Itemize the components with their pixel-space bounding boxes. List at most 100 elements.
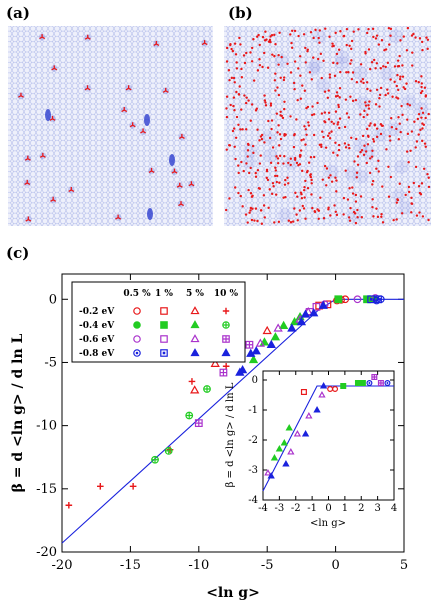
defect-site	[354, 200, 358, 203]
defect-site	[333, 204, 336, 207]
data-point	[300, 389, 307, 396]
defect-site	[371, 149, 374, 152]
defect-site	[225, 115, 229, 119]
legend-marker	[160, 335, 168, 343]
defect-site	[258, 58, 261, 61]
defect-site	[265, 168, 269, 171]
defect-site	[377, 159, 380, 163]
defect-site	[243, 94, 246, 97]
data-point	[280, 439, 288, 446]
defect-site	[302, 188, 306, 192]
defect-site	[336, 62, 339, 65]
defect-halo	[274, 53, 289, 68]
defect-site	[334, 110, 338, 113]
defect-site	[322, 135, 325, 139]
defect-site	[264, 30, 267, 33]
defect-site	[405, 150, 409, 153]
x-tick-label: 5	[400, 558, 408, 573]
defect-site	[362, 115, 365, 119]
defect-site	[309, 156, 313, 159]
marker-shape	[313, 406, 321, 413]
defect-site	[225, 148, 228, 151]
defect-site	[427, 112, 430, 116]
inset-x-axis-label: <ln g>	[310, 518, 346, 529]
defect-site	[297, 34, 300, 38]
marker-shape	[340, 383, 347, 390]
defect-site	[324, 146, 328, 149]
defect-site	[427, 218, 430, 222]
defect-halo	[355, 95, 370, 110]
marker-shape	[366, 380, 373, 387]
defect-site	[366, 113, 369, 116]
marker-shape	[318, 300, 328, 309]
defect-site	[414, 36, 417, 39]
defect-site	[235, 90, 238, 94]
defect-site	[310, 113, 314, 117]
defect-site	[306, 105, 310, 109]
defect-site	[328, 76, 332, 79]
defect-site	[366, 31, 369, 35]
defect-site	[367, 107, 371, 110]
defect-site	[234, 53, 238, 56]
x-tick-label: -4	[258, 503, 268, 514]
defect-site	[237, 164, 240, 167]
defect-site	[378, 93, 382, 97]
defect-site	[140, 128, 146, 134]
defect-site	[384, 65, 387, 69]
defect-site	[334, 210, 337, 214]
defect-site	[348, 146, 351, 150]
defect-site	[360, 149, 364, 152]
defect-site	[24, 155, 31, 161]
marker-shape	[264, 469, 272, 476]
data-point	[374, 295, 382, 304]
defect-site	[389, 175, 393, 179]
data-point	[359, 380, 366, 387]
defect-site	[274, 72, 277, 75]
defect-site	[84, 85, 91, 91]
defect-site	[382, 65, 385, 68]
defect-site	[309, 173, 312, 176]
defect-site	[295, 213, 298, 216]
defect-site	[320, 145, 323, 149]
defect-site	[332, 151, 335, 154]
defect-site	[366, 87, 369, 91]
defect-site	[375, 34, 379, 37]
defect-site	[162, 87, 169, 93]
defect-site	[420, 107, 423, 110]
defect-site	[344, 169, 347, 172]
defect-site	[361, 134, 365, 138]
defect-site	[329, 214, 332, 217]
defect-site	[281, 116, 285, 120]
defect-site	[338, 117, 342, 120]
marker-dot	[386, 382, 389, 384]
defect-site	[398, 54, 401, 58]
defect-site	[343, 142, 347, 145]
defect-site	[395, 84, 399, 88]
defect-site	[303, 196, 306, 199]
defect-site	[293, 87, 296, 91]
defect-site	[245, 128, 248, 131]
defect-site	[242, 169, 245, 173]
data-point	[300, 309, 311, 318]
defect-site	[327, 176, 331, 179]
defect-site	[279, 76, 282, 79]
marker-shape	[248, 354, 259, 364]
defect-site	[278, 154, 282, 158]
defect-site	[299, 74, 302, 77]
defect-site	[269, 161, 273, 165]
defect-site	[261, 35, 265, 39]
defect-site	[420, 85, 423, 89]
defect-site	[344, 146, 348, 149]
defect-site	[296, 219, 299, 222]
defect-site	[25, 216, 32, 222]
defect-site	[320, 112, 324, 115]
defect-site	[426, 47, 429, 51]
defect-site	[287, 161, 290, 165]
defect-site	[422, 123, 426, 126]
defect-site	[246, 149, 250, 152]
defect-site	[233, 109, 236, 112]
defect-site	[412, 181, 416, 185]
marker-shape	[160, 307, 168, 315]
resonance-cluster	[147, 208, 153, 220]
defect-site	[289, 71, 293, 74]
